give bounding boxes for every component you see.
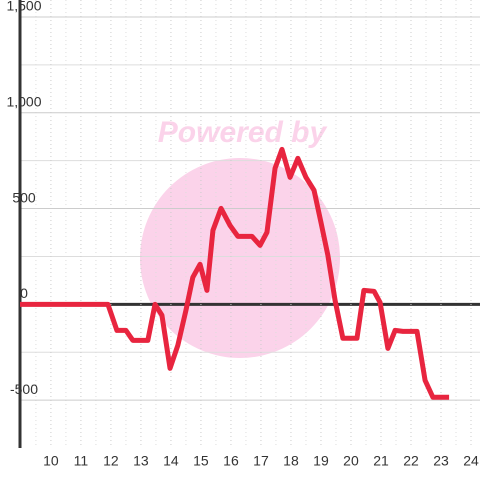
x-tick-label: 18	[283, 453, 299, 469]
y-tick-label: 1,000	[6, 93, 41, 109]
x-tick-label: 23	[433, 453, 449, 469]
x-tick-label: 19	[313, 453, 329, 469]
x-tick-label: 16	[223, 453, 239, 469]
y-tick-label: -500	[10, 381, 38, 397]
x-tick-label: 13	[133, 453, 149, 469]
x-tick-label: 14	[163, 453, 179, 469]
x-tick-label: 15	[193, 453, 209, 469]
y-tick-label: 1,500	[6, 0, 41, 14]
x-tick-label: 24	[463, 453, 479, 469]
line-series	[20, 146, 450, 400]
y-tick-label: 500	[12, 189, 36, 205]
x-tick-label: 22	[403, 453, 419, 469]
x-tick-label: 21	[373, 453, 389, 469]
y-tick-label: 0	[20, 285, 28, 301]
x-tick-label: 12	[103, 453, 119, 469]
x-tick-label: 10	[43, 453, 59, 469]
x-tick-label: 17	[253, 453, 269, 469]
x-tick-label: 20	[343, 453, 359, 469]
watermark-logo	[140, 158, 340, 358]
x-tick-label: 11	[74, 453, 89, 469]
watermark-text: Powered by	[158, 116, 328, 149]
